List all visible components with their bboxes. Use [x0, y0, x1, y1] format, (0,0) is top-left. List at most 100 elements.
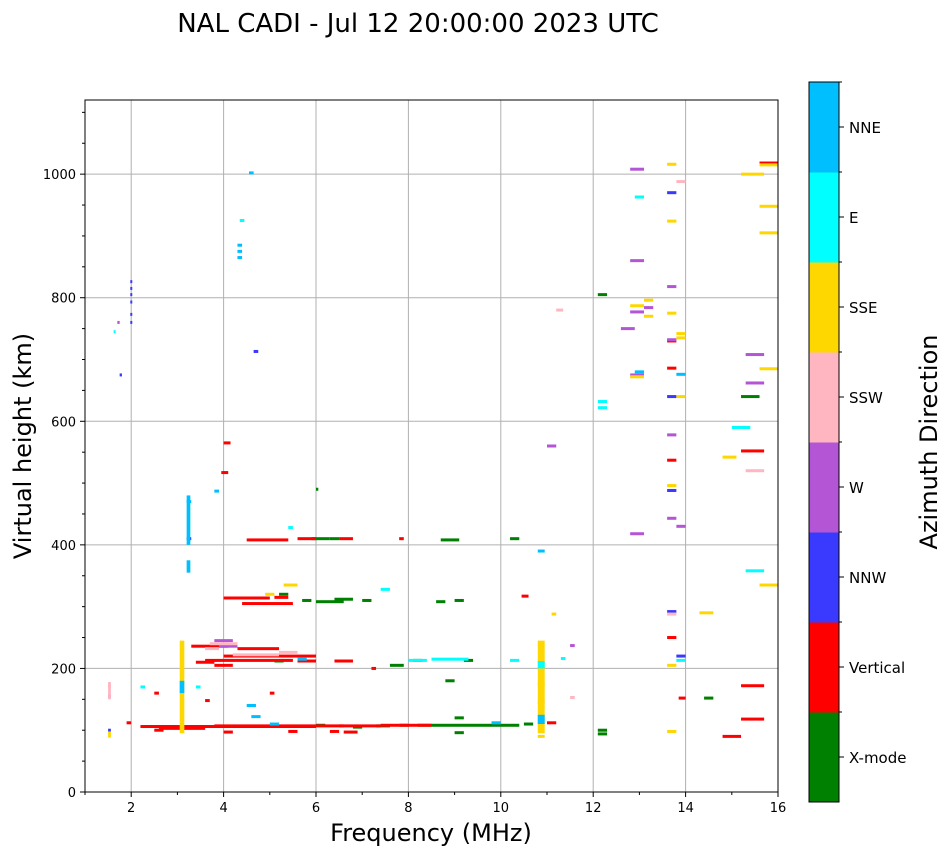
echo-trace: [302, 598, 312, 602]
echo-trace: [722, 734, 742, 738]
echo-trace: [130, 286, 133, 290]
x-axis-ticks: 2 4 6 8 10 12 14 16: [84, 792, 786, 816]
echo-trace: [676, 180, 686, 184]
echo-trace: [431, 657, 469, 661]
echo-trace: [741, 717, 765, 721]
echo-trace: [741, 449, 765, 453]
echo-trace: [154, 691, 159, 695]
echo-trace: [389, 663, 404, 667]
echo-trace: [246, 538, 289, 542]
echo-trace: [209, 642, 238, 646]
echo-trace: [343, 730, 358, 734]
echo-trace: [205, 658, 293, 662]
echo-trace: [329, 729, 340, 733]
echo-trace: [311, 537, 330, 541]
echo-trace: [570, 644, 575, 648]
echo-trace: [644, 314, 654, 318]
echo-trace: [288, 729, 298, 733]
echo-column: [537, 714, 545, 725]
echo-trace: [644, 298, 654, 302]
echo-trace: [195, 685, 201, 689]
echo-trace: [551, 612, 557, 616]
echo-trace: [329, 537, 340, 541]
echo-trace: [205, 647, 219, 651]
echo-column: [537, 640, 545, 734]
echo-trace: [223, 441, 231, 445]
echo-trace: [399, 537, 404, 541]
echo-trace: [597, 293, 608, 297]
echo-trace: [445, 679, 455, 683]
echo-trace: [108, 728, 111, 732]
echo-trace: [597, 400, 608, 404]
echo-trace: [283, 583, 298, 587]
x-axis-label: Frequency (MHz): [330, 819, 532, 847]
echo-trace: [242, 602, 293, 606]
echo-trace: [644, 306, 654, 310]
echo-trace: [154, 728, 164, 732]
echo-trace: [205, 699, 210, 703]
echo-trace: [232, 653, 280, 657]
plot-frame: [84, 99, 779, 793]
echo-trace: [126, 721, 132, 725]
echo-trace: [316, 600, 344, 604]
echo-trace: [676, 372, 686, 376]
echo-trace: [274, 595, 289, 599]
echo-trace: [759, 161, 778, 165]
echo-trace: [523, 722, 534, 726]
echo-trace: [667, 395, 677, 399]
echo-trace: [408, 658, 427, 662]
echo-trace: [597, 728, 608, 732]
echo-trace: [745, 353, 765, 357]
colorbar-tick-label: Vertical: [849, 659, 905, 677]
echo-trace: [597, 732, 608, 736]
x-tick-label: 10: [493, 801, 510, 816]
echo-trace: [191, 644, 229, 648]
echo-trace: [440, 538, 450, 542]
echo-trace: [297, 659, 316, 663]
x-tick-label: 8: [404, 801, 412, 816]
colorbar-segment: [809, 172, 839, 263]
echo-trace: [279, 592, 289, 596]
echo-trace: [239, 218, 245, 222]
echo-trace: [676, 524, 686, 528]
echo-trace: [417, 723, 520, 727]
echo-trace: [630, 532, 645, 536]
echo-column: [186, 560, 191, 573]
echo-trace: [339, 537, 353, 541]
colorbar-tick-label: X-mode: [849, 749, 906, 767]
echo-trace: [380, 723, 400, 727]
echo-trace: [113, 330, 116, 334]
echo-trace: [699, 611, 714, 615]
colorbar-segment: [809, 442, 839, 533]
echo-trace: [265, 592, 275, 596]
echo-trace: [667, 488, 677, 492]
echo-trace: [630, 375, 645, 379]
echo-trace: [570, 695, 575, 699]
echo-trace: [731, 425, 751, 429]
colorbar-segment: [809, 622, 839, 713]
echo-trace: [741, 395, 760, 399]
echo-trace: [634, 370, 645, 374]
echo-trace: [246, 704, 256, 707]
echo-trace: [380, 587, 390, 591]
echo-trace: [223, 730, 233, 734]
colorbar-segment: [809, 262, 839, 353]
echo-trace: [297, 657, 307, 661]
echo-trace: [130, 320, 133, 324]
echo-trace: [362, 598, 372, 602]
echo-trace: [119, 373, 122, 377]
colorbar-segment: [809, 82, 839, 173]
echo-trace: [537, 549, 545, 553]
echo-trace: [214, 724, 344, 728]
echo-trace: [667, 311, 677, 315]
echo-trace: [279, 650, 298, 654]
y-tick-label: 600: [51, 415, 76, 430]
colorbar-segment: [809, 352, 839, 443]
echo-trace: [667, 191, 677, 195]
echo-trace: [597, 406, 608, 410]
echo-trace: [521, 594, 529, 598]
echo-trace: [547, 721, 557, 725]
echo-column: [179, 680, 185, 694]
echo-trace: [214, 489, 219, 493]
